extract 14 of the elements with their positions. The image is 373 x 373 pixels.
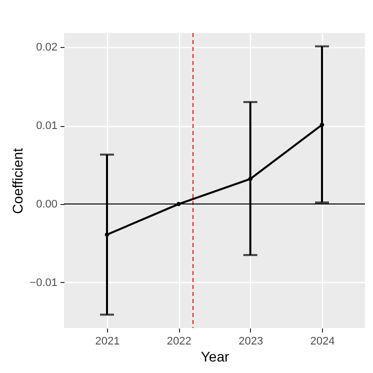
x-tick-label: 2023 (238, 336, 264, 348)
point (320, 122, 324, 127)
point (104, 232, 110, 237)
x-tick-label: 2022 (166, 336, 192, 348)
y-tick-label: 0.02 (36, 42, 58, 54)
y-tick-label: 0.01 (36, 120, 58, 132)
point (176, 202, 181, 206)
y-tick-label: 0.00 (36, 198, 58, 211)
y-axis-title: Coefficient (10, 148, 26, 214)
x-axis-title: Year (200, 348, 230, 364)
point (248, 176, 252, 182)
y-tick-label: −0.01 (30, 276, 58, 289)
x-tick-label: 2024 (310, 336, 335, 348)
x-tick-label: 2021 (95, 336, 120, 348)
